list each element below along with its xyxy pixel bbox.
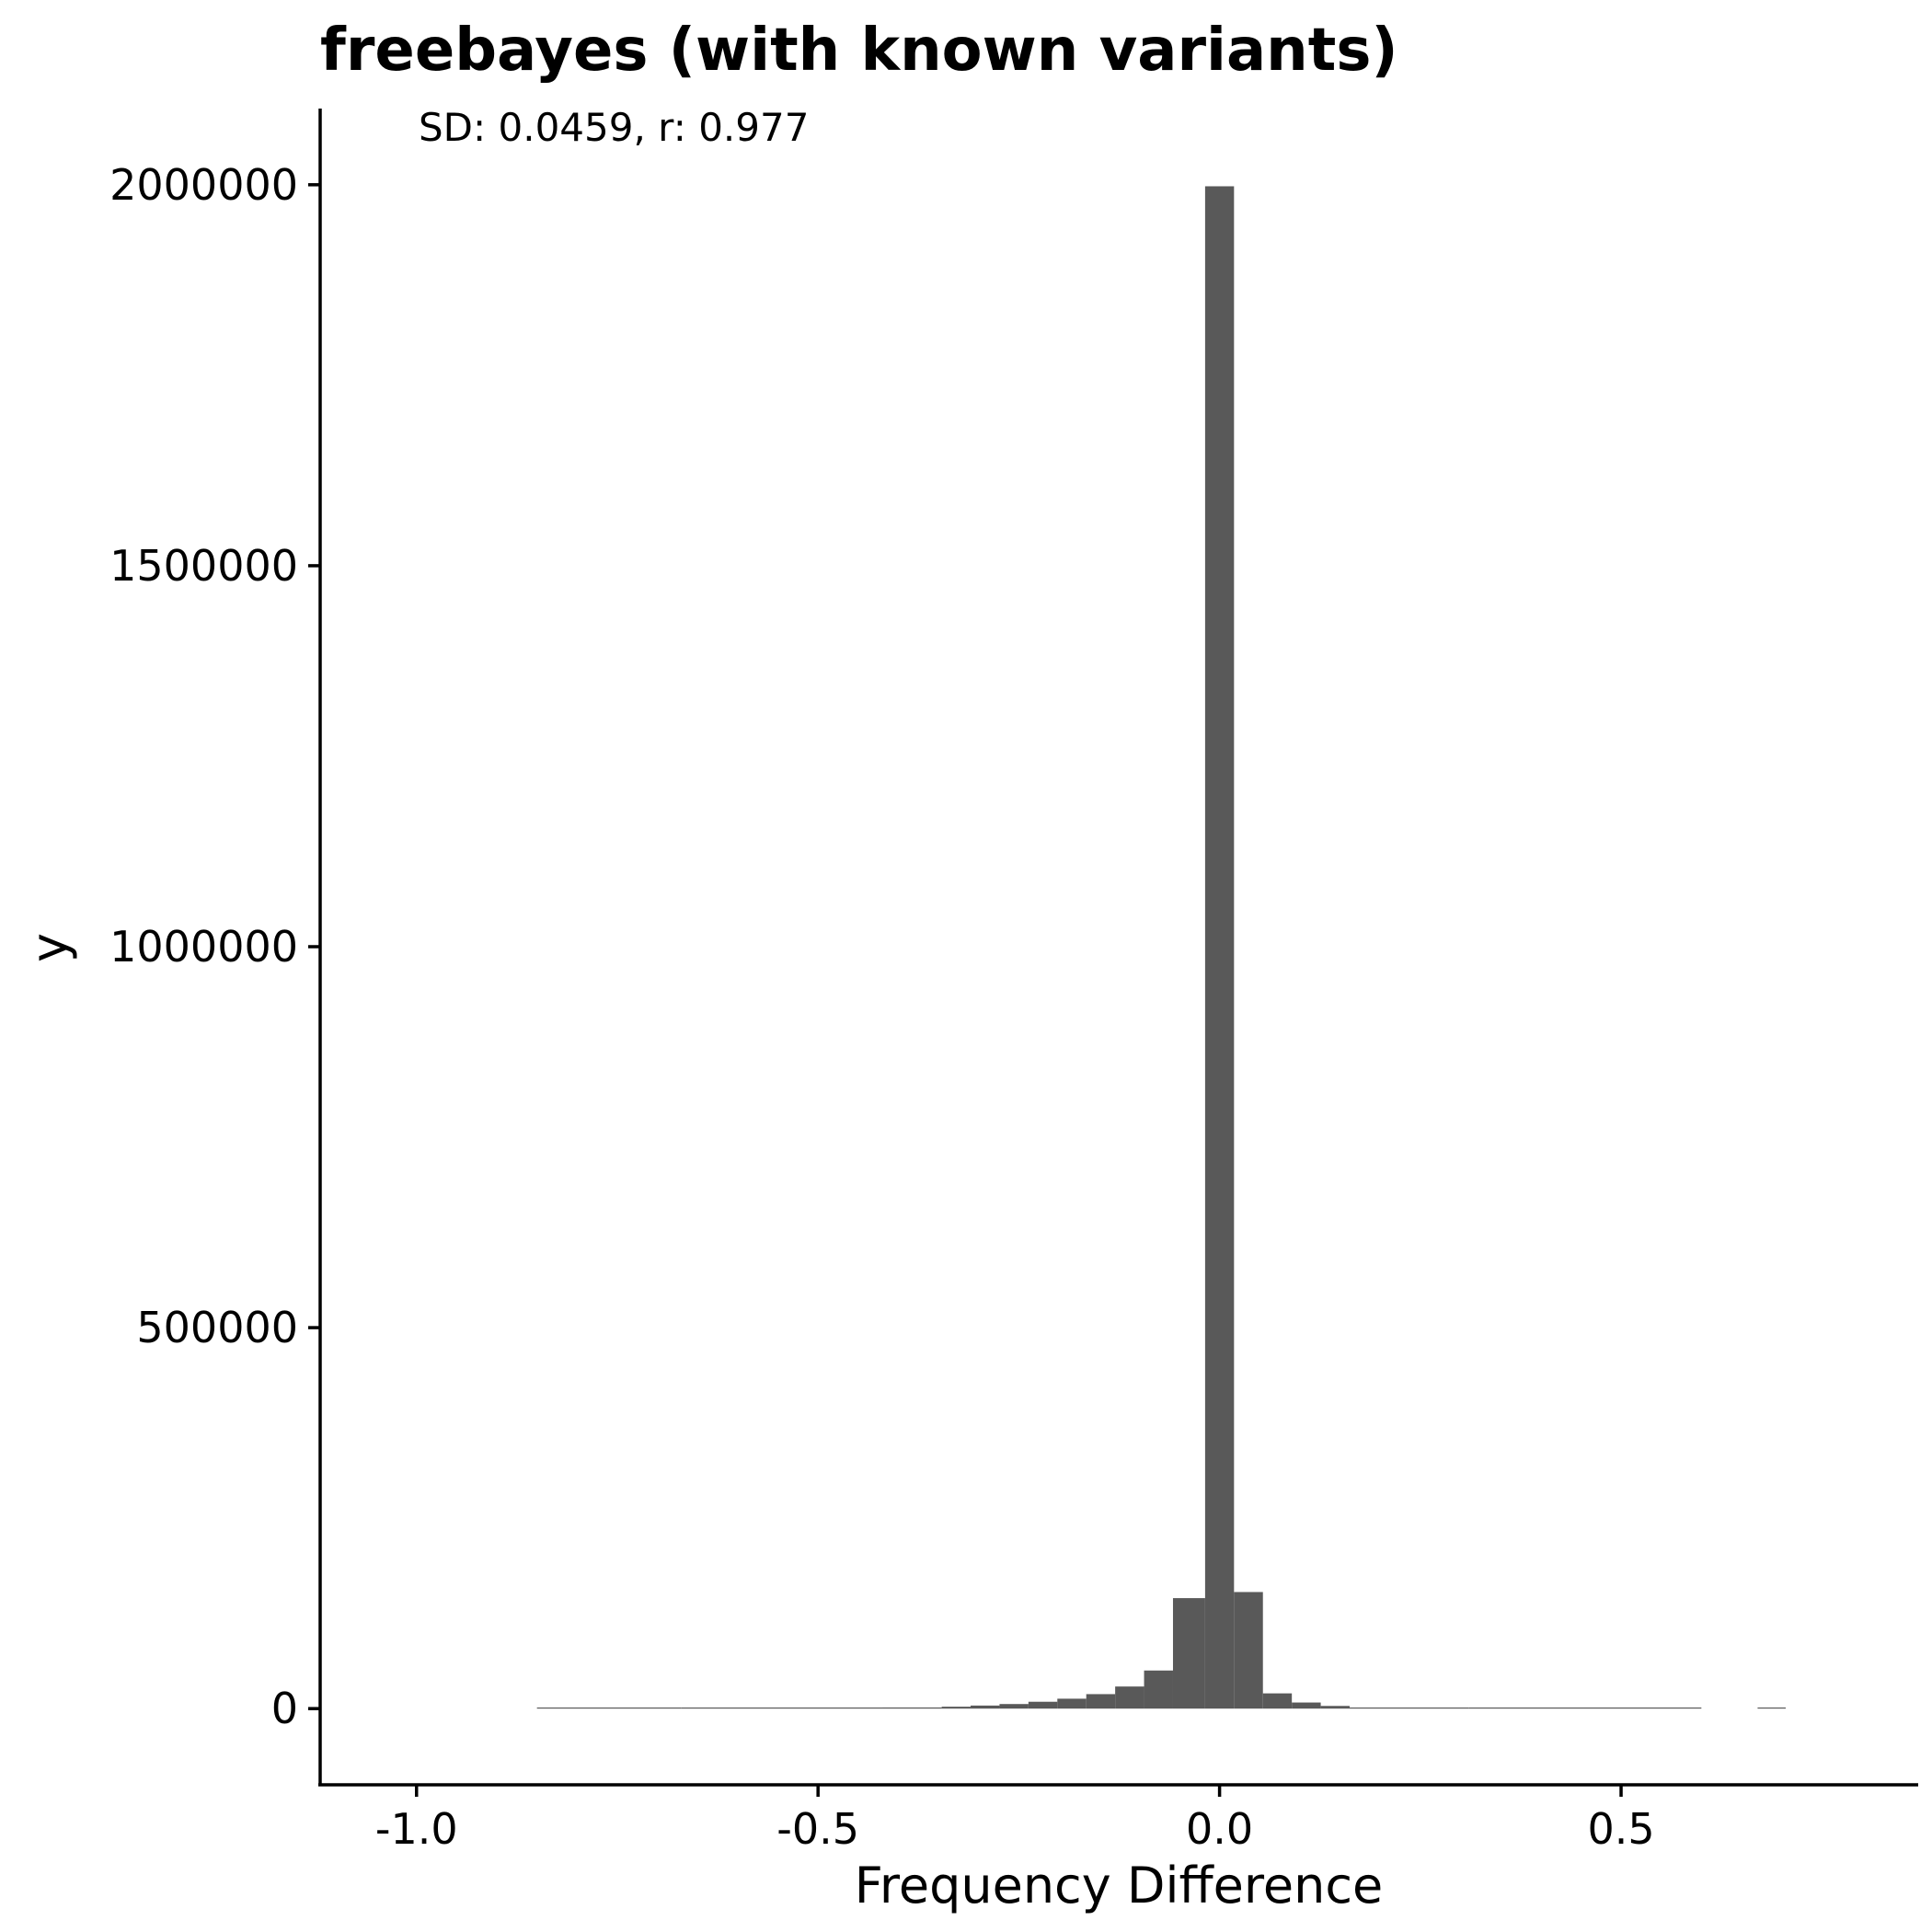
- stats-annotation: SD: 0.0459, r: 0.977: [419, 105, 809, 150]
- histogram-bar: [1262, 1693, 1293, 1709]
- y-tick-label: 0: [271, 1684, 298, 1733]
- x-tick-label: 0.5: [1587, 1804, 1654, 1854]
- histogram-bar: [1234, 1592, 1263, 1709]
- histogram-bar: [1172, 1598, 1205, 1709]
- y-tick-label: 2000000: [109, 160, 298, 210]
- bars-group: [536, 186, 1786, 1709]
- histogram-bar: [971, 1705, 1000, 1709]
- chart-title: freebayes (with known variants): [320, 17, 1398, 85]
- x-tick-label: -1.0: [375, 1804, 458, 1854]
- histogram-bar: [1320, 1706, 1351, 1709]
- x-tick-label: -0.5: [776, 1804, 859, 1854]
- histogram-bar: [1115, 1686, 1144, 1709]
- x-axis-title: Frequency Difference: [855, 1857, 1384, 1915]
- histogram-bar: [1086, 1694, 1116, 1709]
- histogram-bar: [1292, 1702, 1321, 1709]
- histogram-bar: [1204, 186, 1235, 1709]
- histogram-bar: [999, 1704, 1029, 1709]
- y-tick-label: 1000000: [109, 922, 298, 972]
- histogram-bar: [1028, 1701, 1058, 1709]
- y-tick-label: 500000: [136, 1303, 298, 1352]
- y-axis-ticks: 0 500000 1000000 1500000 2000000: [109, 160, 320, 1733]
- y-axis-title: y: [20, 933, 78, 962]
- x-axis-ticks: -1.0 -0.5 0.0 0.5: [375, 1785, 1655, 1854]
- histogram-bar: [941, 1707, 972, 1709]
- y-tick-label: 1500000: [109, 541, 298, 591]
- histogram-bar: [1144, 1670, 1173, 1709]
- x-tick-label: 0.0: [1186, 1804, 1253, 1854]
- histogram-bar: [1057, 1698, 1087, 1709]
